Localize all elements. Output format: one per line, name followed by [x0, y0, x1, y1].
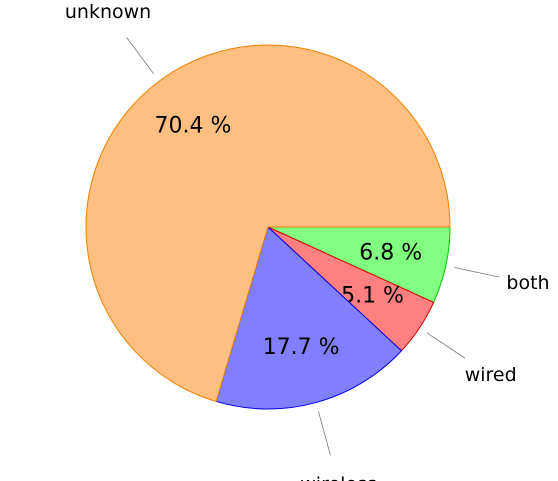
slice-percent-label: 17.7 % [263, 335, 340, 360]
slice-label: unknown [65, 1, 151, 23]
slice-percent-label: 6.8 % [359, 241, 422, 266]
slice-label: wired [465, 364, 517, 386]
slice-percent-label: 70.4 % [154, 113, 231, 138]
slice-label: wireless [300, 474, 377, 481]
slice-label: both [506, 272, 549, 294]
leader-line [318, 411, 331, 456]
pie-slice [215, 226, 403, 410]
leader-line [426, 332, 466, 359]
leader-line [454, 267, 500, 278]
leader-line [126, 37, 155, 75]
pie-slice [85, 44, 451, 403]
